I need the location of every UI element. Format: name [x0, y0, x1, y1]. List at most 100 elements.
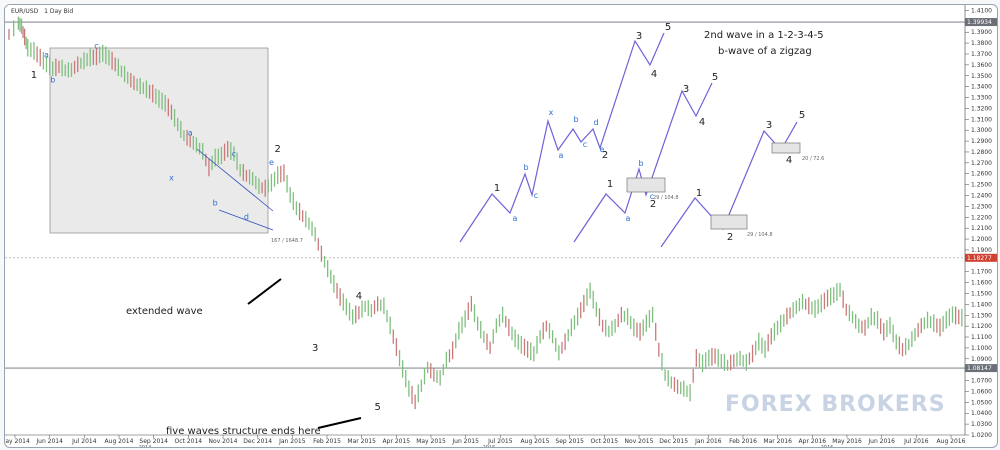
triangle-upper-line — [196, 148, 274, 212]
y-tick-label: 1.1900 — [971, 247, 992, 254]
x-axis: May 2014 Jun 2014 Jul 2014 Aug 2014 Sep 2014… — [5, 435, 966, 447]
y-tick-label: 1.3700 — [971, 51, 992, 58]
schematic-label: x — [549, 108, 554, 117]
ratio-label-1: 167 / 1648.7 — [271, 238, 303, 244]
schematic-label: 4 — [786, 155, 792, 166]
y-tick-label: 1.3300 — [971, 95, 992, 102]
y-axis: 1.41001.40001.39001.38001.37001.36001.35… — [965, 7, 992, 439]
ratio-label-4: 20 / 72.6 — [802, 156, 824, 162]
schematic-label: d — [593, 118, 598, 127]
x-tick-label: Jan 2015 — [278, 438, 306, 445]
x-tick-label: Jun 2014 — [35, 438, 63, 445]
wave-label: a — [44, 50, 49, 59]
ratio-label-2: 29 / 104.8 — [653, 195, 679, 201]
price-lines — [5, 21, 965, 369]
note-five-waves: five waves structure ends here — [166, 426, 321, 437]
wave-label: b — [50, 75, 55, 84]
schematic-label: 2 — [602, 150, 608, 161]
y-tick-label: 1.3200 — [971, 105, 992, 112]
analysis-box — [49, 47, 269, 234]
y-tick-label: 1.2600 — [971, 171, 992, 178]
chart-header: EUR/USD 1 Day Bid — [11, 8, 73, 15]
five-waves-arrow — [317, 417, 362, 429]
x-tick-label: Jul 2016 — [903, 438, 929, 445]
y-tick-label: 1.1700 — [971, 269, 992, 276]
x-tick-label: Dec 2015 — [659, 438, 688, 445]
wave-label: c — [94, 42, 98, 51]
extended-wave-arrow — [247, 278, 282, 305]
schematic-label: b — [638, 159, 643, 168]
schematic-label: 3 — [636, 31, 642, 42]
y-tick-label: 1.3500 — [971, 73, 992, 80]
schematic-label: 5 — [799, 110, 805, 121]
timeframe-label: 1 Day Bid — [44, 8, 73, 15]
price-series — [8, 16, 963, 410]
y-tick-label: 1.0900 — [971, 356, 992, 363]
y-tick-label: 1.0500 — [971, 399, 992, 406]
schematic-label: a — [626, 214, 631, 223]
y-tick-label: 1.2700 — [971, 160, 992, 167]
x-tick-label: Jun 2015 — [451, 438, 479, 445]
wave-label: 5 — [374, 402, 380, 413]
x-tick-label: May 2016 — [832, 438, 862, 445]
x-tick-label: Jul 2015 — [487, 438, 513, 445]
x-tick-label: May 2014 — [5, 438, 30, 445]
x-tick-label: Aug 2015 — [521, 438, 550, 445]
zone-box-3 — [771, 142, 801, 154]
x-tick-label: Nov 2015 — [625, 438, 654, 445]
wave-label: c — [232, 149, 236, 158]
y-tick-label: 1.2300 — [971, 203, 992, 210]
x-tick-label: Sep 2015 — [555, 438, 584, 445]
price-tag — [965, 253, 997, 262]
y-tick-label: 1.0200 — [971, 432, 992, 439]
schematic-label: 4 — [651, 69, 657, 80]
x-tick-label: Jul 2014 — [71, 438, 97, 445]
y-tick-label: 1.3800 — [971, 40, 992, 47]
y-tick-label: 1.2000 — [971, 236, 992, 243]
x-tick-label: Mar 2016 — [763, 438, 792, 445]
wave-label: d — [244, 212, 249, 221]
schematic-label: 1 — [696, 188, 702, 199]
wave-label: x — [169, 173, 174, 182]
x-tick-label: Oct 2015 — [591, 438, 619, 445]
schematic-label: 1 — [607, 179, 613, 190]
schematic-label: c — [650, 192, 654, 201]
zone-box-2 — [710, 214, 748, 230]
schematic-label: 5 — [665, 22, 671, 33]
y-tick-label: 1.1600 — [971, 280, 992, 287]
schematic-label: c — [583, 140, 587, 149]
wave-label: 4 — [356, 291, 362, 302]
y-tick-label: 1.0300 — [971, 421, 992, 428]
schematic-label: b — [523, 163, 528, 172]
y-tick-label: 1.2500 — [971, 182, 992, 189]
zone-box-1 — [626, 177, 666, 193]
y-tick-label: 1.0700 — [971, 378, 992, 385]
price-tag-label: 1.18277 — [967, 255, 992, 262]
wave-label: e — [269, 158, 274, 167]
y-tick-label: 1.3100 — [971, 116, 992, 123]
y-tick-label: 1.4100 — [971, 7, 992, 14]
x-year-label: 2014 — [139, 445, 152, 447]
x-year-label: 2016 — [821, 445, 834, 447]
x-tick-label: Apr 2016 — [799, 438, 827, 445]
wave-label: 2 — [274, 144, 280, 155]
schematic-label: c — [534, 191, 538, 200]
y-tick-label: 1.1400 — [971, 301, 992, 308]
x-tick-label: Jan 2016 — [694, 438, 722, 445]
y-tick-label: 1.3600 — [971, 62, 992, 69]
schematic-label: 2 — [727, 232, 733, 243]
watermark-text: FOREX BROKERS — [725, 392, 946, 417]
schematic-label: 3 — [766, 120, 772, 131]
wave-label: 3 — [312, 343, 318, 354]
wave-label: b — [213, 198, 218, 207]
x-tick-label: Nov 2014 — [209, 438, 238, 445]
y-tick-label: 1.3400 — [971, 84, 992, 91]
note-extended-wave: extended wave — [126, 306, 203, 317]
x-tick-label: Dec 2014 — [243, 438, 272, 445]
y-tick-label: 1.2100 — [971, 225, 992, 232]
y-tick-label: 1.2900 — [971, 138, 992, 145]
y-tick-label: 1.0600 — [971, 388, 992, 395]
price-tag-label: 1.39934 — [967, 19, 992, 26]
x-year-label: 2015 — [483, 445, 496, 447]
